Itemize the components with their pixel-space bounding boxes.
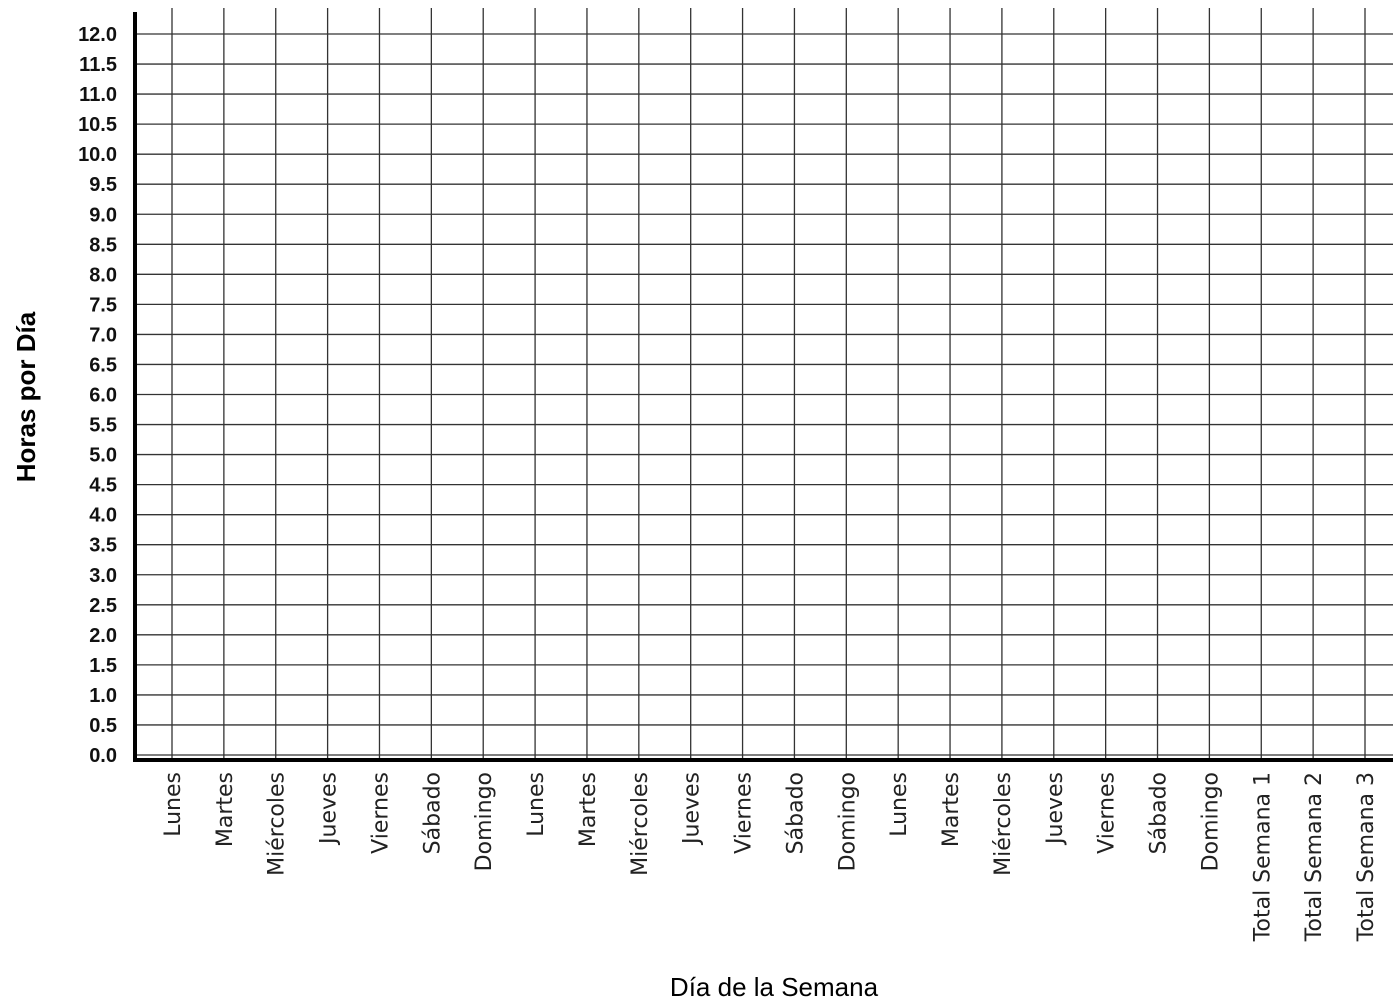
y-tick-labels: 0.0 0.5 1.0 1.5 2.0 2.5 3.0 3.5 4.0 4.5 5.0 5.5 6.0 6… xyxy=(78,24,117,767)
x-tick-label: Total Semana 1 xyxy=(1250,772,1275,942)
y-tick-label: 11.5 xyxy=(79,54,117,76)
y-tick-label: 10.0 xyxy=(78,144,117,166)
x-tick-label: Miércoles xyxy=(628,772,653,876)
y-tick-label: 3.5 xyxy=(89,535,117,557)
y-tick-label: 5.0 xyxy=(89,445,117,467)
x-tick-label: Miércoles xyxy=(265,772,290,876)
y-tick-label: 10.5 xyxy=(78,114,117,136)
x-tick-label: Miércoles xyxy=(991,772,1016,876)
x-tick-label: Viernes xyxy=(368,772,393,854)
x-tick-label: Viernes xyxy=(732,772,757,854)
y-tick-label: 7.5 xyxy=(89,294,117,316)
x-tick-label: Jueves xyxy=(317,772,342,846)
y-tick-label: 12.0 xyxy=(78,24,117,46)
x-axis-title: Día de la Semana xyxy=(670,972,879,1000)
y-tick-label: 0.0 xyxy=(89,745,117,767)
y-tick-label: 2.5 xyxy=(89,595,117,617)
x-tick-label: Total Semana 3 xyxy=(1354,772,1379,942)
x-tick-label: Martes xyxy=(213,772,238,847)
y-tick-label: 5.5 xyxy=(89,415,117,437)
x-tick-label: Lunes xyxy=(524,772,549,837)
y-axis-title: Horas por Día xyxy=(11,311,41,482)
x-tick-label: Jueves xyxy=(1043,772,1068,846)
y-tick-label: 6.5 xyxy=(89,354,117,376)
y-tick-label: 1.0 xyxy=(89,685,117,707)
x-tick-labels: Lunes Martes Miércoles Jueves Viernes Sábado D… xyxy=(161,772,1379,942)
y-tick-label: 2.0 xyxy=(89,625,117,647)
x-tick-label: Total Semana 2 xyxy=(1302,772,1327,942)
x-tick-label: Viernes xyxy=(1095,772,1120,854)
y-tick-label: 11.0 xyxy=(79,84,117,106)
x-tick-label: Jueves xyxy=(680,772,705,846)
y-tick-label: 8.5 xyxy=(89,234,117,256)
x-tick-label: Domingo xyxy=(1198,772,1223,871)
y-tick-label: 8.0 xyxy=(89,264,117,286)
y-tick-label: 9.5 xyxy=(89,174,117,196)
x-tick-label: Sábado xyxy=(1147,772,1172,854)
x-tick-label: Domingo xyxy=(835,772,860,871)
x-tick-label: Martes xyxy=(939,772,964,847)
y-tick-label: 7.0 xyxy=(89,324,117,346)
y-tick-label: 0.5 xyxy=(89,715,117,737)
x-tick-label: Martes xyxy=(576,772,601,847)
y-tick-label: 3.0 xyxy=(89,565,117,587)
x-tick-label: Sábado xyxy=(420,772,445,854)
grid-lines xyxy=(135,8,1393,760)
x-tick-label: Lunes xyxy=(161,772,186,837)
y-tick-label: 4.0 xyxy=(89,505,117,527)
x-tick-label: Sábado xyxy=(783,772,808,854)
y-tick-label: 6.0 xyxy=(89,385,117,407)
y-tick-label: 9.0 xyxy=(89,204,117,226)
y-tick-label: 4.5 xyxy=(89,475,117,497)
x-tick-label: Domingo xyxy=(472,772,497,871)
y-tick-label: 1.5 xyxy=(89,655,117,677)
x-tick-label: Lunes xyxy=(887,772,912,837)
